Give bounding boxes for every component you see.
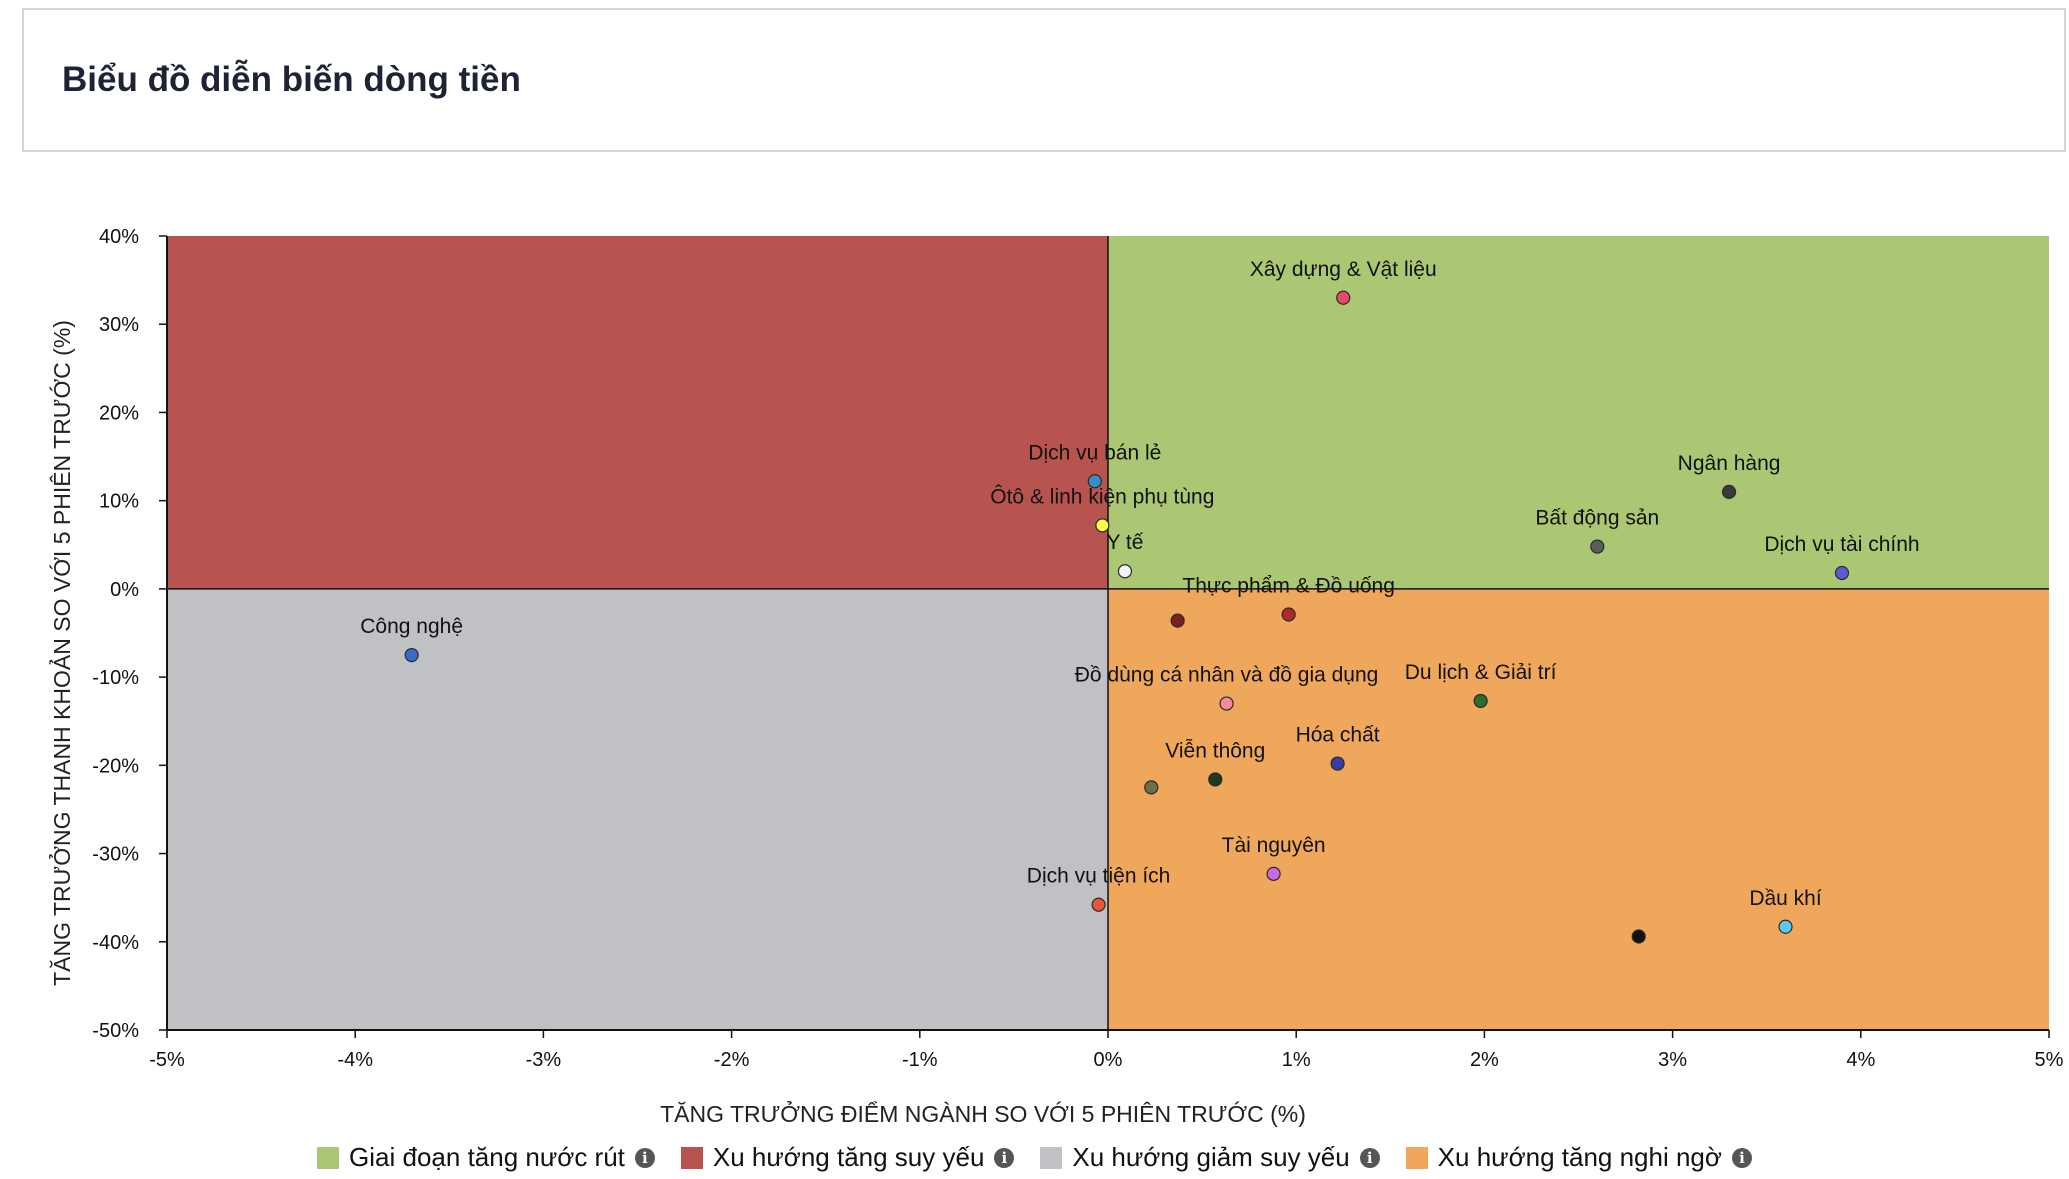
y-axis-label: TĂNG TRƯỞNG THANH KHOẢN SO VỚI 5 PHIÊN T… (47, 320, 75, 986)
x-tick-label: -1% (902, 1049, 938, 1071)
legend-item[interactable]: Xu hướng tăng suy yếu i (680, 1142, 1015, 1173)
data-point (1144, 780, 1159, 795)
data-label: Đồ dùng cá nhân và đồ gia dụng (1075, 664, 1379, 687)
info-icon[interactable]: i (994, 1147, 1015, 1168)
quadrant-3 (1108, 588, 2049, 1030)
x-tick-label: 1% (1282, 1049, 1311, 1071)
data-label: Y tế (1106, 531, 1143, 554)
data-point (1336, 290, 1351, 305)
x-tick-label: 4% (1846, 1049, 1875, 1071)
data-label: Dịch vụ tài chính (1764, 533, 1919, 556)
legend-label: Xu hướng giảm suy yếu (1072, 1142, 1350, 1172)
legend-label: Xu hướng tăng suy yếu (712, 1142, 985, 1172)
data-label: Hóa chất (1296, 724, 1380, 747)
data-label: Xây dựng & Vật liệu (1250, 258, 1437, 281)
data-point (1095, 518, 1110, 533)
data-point (1590, 539, 1605, 554)
data-label: Tài nguyên (1222, 834, 1326, 857)
data-label: Du lịch & Giải trí (1405, 661, 1557, 684)
legend-item[interactable]: Giai đoạn tăng nước rút i (317, 1142, 655, 1173)
x-tick-label: -2% (714, 1049, 750, 1071)
data-label: Thực phẩm & Đồ uống (1182, 574, 1395, 597)
data-label: Dầu khí (1749, 887, 1822, 910)
y-tick-label: 0% (110, 579, 139, 601)
quadrant-0 (1108, 236, 2049, 589)
data-point (1281, 607, 1296, 622)
y-tick-label: -20% (92, 755, 139, 777)
data-label: Dịch vụ bán lẻ (1028, 441, 1161, 464)
data-point (1330, 756, 1345, 771)
x-tick-label: -3% (526, 1049, 562, 1071)
y-tick-label: -10% (92, 667, 139, 689)
info-icon[interactable]: i (1359, 1147, 1380, 1168)
x-tick-label: 5% (2035, 1049, 2064, 1071)
legend-label: Xu hướng tăng nghi ngờ (1437, 1142, 1722, 1172)
x-tick-label: 3% (1658, 1049, 1687, 1071)
chart-title-card: Biểu đồ diễn biến dòng tiền (22, 8, 2066, 152)
legend-item[interactable]: Xu hướng tăng nghi ngờ i (1405, 1142, 1752, 1173)
legend-swatch (1405, 1146, 1428, 1169)
data-point (1087, 474, 1102, 489)
y-tick-label: -50% (92, 1020, 139, 1042)
data-point (1631, 929, 1646, 944)
data-point (1834, 565, 1850, 581)
info-icon[interactable]: i (634, 1147, 655, 1168)
data-point (1266, 866, 1281, 881)
x-axis-label: TĂNG TRƯỞNG ĐIỂM NGÀNH SO VỚI 5 PHIÊN TR… (660, 1099, 1306, 1127)
data-label: Dịch vụ tiện ích (1027, 865, 1171, 888)
data-label: Bất động sản (1535, 507, 1659, 530)
legend: Giai đoạn tăng nước rút i Xu hướng tăng su… (0, 1142, 2069, 1173)
page-title: Biểu đồ diễn biến dòng tiền (62, 60, 521, 99)
y-tick-label: 30% (99, 314, 139, 336)
quadrant-2 (167, 588, 1108, 1030)
y-tick-label: 40% (99, 226, 139, 248)
y-tick-label: 10% (99, 491, 139, 513)
data-point (1117, 564, 1133, 579)
x-tick-label: 0% (1094, 1049, 1123, 1071)
y-tick-label: 20% (99, 402, 139, 424)
y-tick-label: -40% (92, 932, 139, 954)
y-tick-label: -30% (92, 844, 139, 866)
legend-swatch (680, 1146, 703, 1169)
x-tick-label: -4% (337, 1049, 373, 1071)
x-tick-label: 2% (1470, 1049, 1499, 1071)
legend-swatch (1040, 1146, 1063, 1169)
legend-item[interactable]: Xu hướng giảm suy yếu i (1040, 1142, 1380, 1173)
info-icon[interactable]: i (1731, 1147, 1752, 1168)
data-point (404, 647, 419, 663)
data-label: Ôtô & linh kiện phụ tùng (990, 485, 1214, 508)
data-point (1473, 693, 1488, 709)
scatter-chart: -50% -40% -30% -20% -10% 0% 10% 20% 30% 40% -5% -4%… (47, 226, 2064, 1127)
data-point (1721, 484, 1737, 499)
data-point (1208, 772, 1223, 787)
data-label: Công nghệ (360, 615, 463, 638)
data-label: Viễn thông (1165, 739, 1265, 762)
data-label: Ngân hàng (1678, 452, 1781, 475)
x-tick-label: -5% (149, 1049, 185, 1071)
legend-label: Giai đoạn tăng nước rút (349, 1142, 625, 1172)
data-point (1219, 696, 1234, 711)
legend-swatch (317, 1146, 340, 1169)
quadrant-1 (167, 236, 1108, 589)
data-point (1091, 897, 1106, 912)
data-point (1170, 613, 1185, 628)
data-point (1778, 919, 1793, 934)
